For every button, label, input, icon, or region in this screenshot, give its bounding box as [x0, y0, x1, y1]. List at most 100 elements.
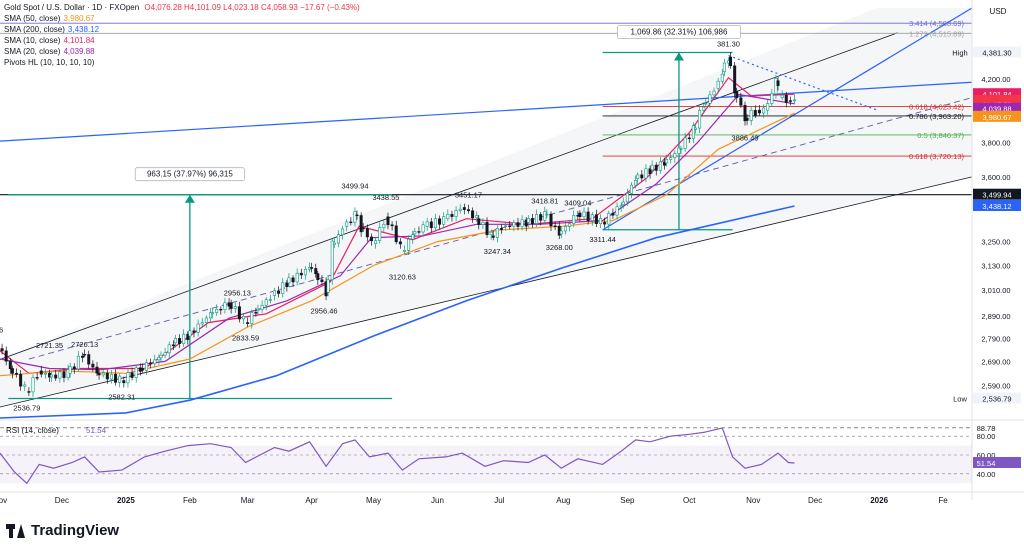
- time-tick-label: Dec: [55, 496, 69, 505]
- measure-arrowhead: [673, 52, 684, 61]
- candle-body: [669, 157, 673, 160]
- rsi-label: RSI (14, close): [6, 426, 59, 435]
- candle-body: [109, 373, 113, 380]
- time-tick-label: Apr: [305, 496, 318, 505]
- candle-body: [97, 372, 101, 376]
- candle-body: [757, 109, 761, 114]
- candle-body: [693, 127, 697, 130]
- candle-body: [341, 228, 345, 235]
- candle-body: [159, 354, 163, 359]
- channel-upper-line: [0, 32, 898, 360]
- candle-body: [374, 240, 378, 244]
- candle-body: [353, 211, 357, 223]
- candle-body: [766, 103, 770, 111]
- candle-body: [658, 161, 662, 171]
- time-tick-label: May: [366, 496, 381, 505]
- candle-body: [196, 323, 200, 333]
- candle-body: [729, 56, 733, 67]
- symbol-title[interactable]: Gold Spot / U.S. Dollar · 1D · FXOpen: [4, 3, 140, 12]
- candle-body: [438, 218, 442, 225]
- price-tick-label: 2,690.00: [981, 357, 1010, 366]
- pivot-label: 2956.46: [310, 307, 337, 316]
- ohlc-values: O4,076.28 H4,101.09 L4,023.18 C4,058.93 …: [144, 3, 360, 12]
- candle-body: [743, 105, 747, 122]
- indicator-row[interactable]: SMA (50, close) 3,980.67: [4, 13, 360, 24]
- candle-body: [272, 290, 276, 296]
- pivot-label: 3418.81: [531, 197, 558, 206]
- pivot-label: 3886.49: [731, 133, 758, 142]
- resistance-line: [0, 81, 973, 142]
- pivot-label: 2721.35: [36, 341, 63, 350]
- currency-label: USD: [990, 7, 1007, 16]
- candle-body: [345, 221, 349, 227]
- price-tick-label: 3,800.00: [981, 139, 1010, 148]
- candle-body: [704, 102, 708, 105]
- indicator-row[interactable]: Pivots HL (10, 10, 10, 10): [4, 57, 360, 68]
- candle-body: [192, 330, 196, 333]
- candle-body: [462, 207, 466, 210]
- candle-body: [687, 137, 691, 140]
- high-low-value: 4,381.30: [982, 48, 1011, 57]
- rsi-value-badge-label: 51.54: [977, 459, 996, 468]
- rsi-max-label: 88.78: [977, 424, 996, 433]
- measure-arrowhead: [184, 194, 195, 203]
- candle-body: [295, 272, 299, 283]
- candle-body: [776, 80, 780, 86]
- candle-body: [417, 231, 421, 233]
- candle-body: [157, 356, 161, 361]
- candle-body: [512, 222, 516, 227]
- pivot-label: 2726.13: [71, 340, 98, 349]
- indicator-row[interactable]: SMA (200, close) 3,438.12: [4, 24, 360, 35]
- price-axis-bg: [972, 0, 1024, 500]
- time-tick-label: Aug: [556, 496, 570, 505]
- candle-body: [246, 322, 250, 324]
- candle-body: [520, 219, 524, 227]
- candle-body: [679, 148, 683, 150]
- candle-body: [712, 90, 716, 96]
- candle-body: [413, 231, 417, 235]
- candle-body: [8, 360, 12, 370]
- price-badge-label: 4,039.88: [982, 105, 1011, 114]
- price-tick-label: 3,250.00: [981, 238, 1010, 247]
- candle-body: [442, 216, 446, 225]
- candle-body: [163, 352, 167, 356]
- candle-body: [615, 206, 619, 216]
- candle-body: [471, 210, 475, 219]
- rsi-tick-label: 80.00: [977, 432, 996, 441]
- candle-body: [749, 110, 753, 121]
- candle-body: [114, 373, 118, 383]
- candle-body: [382, 223, 386, 228]
- candle-body: [23, 384, 27, 387]
- candle-body: [58, 371, 62, 379]
- pivot-label: 3438.55: [372, 193, 399, 202]
- time-tick-label: Sep: [620, 496, 635, 505]
- indicator-value: 4,101.84: [63, 36, 95, 45]
- candle-body: [504, 225, 508, 227]
- tradingview-logo[interactable]: TradingView: [6, 522, 119, 539]
- rsi-band: [0, 445, 972, 484]
- candle-body: [326, 279, 330, 293]
- candle-body: [654, 164, 658, 171]
- measure-label-box: [617, 25, 741, 39]
- fib-level-label: 0.618 (3,720.13): [909, 152, 965, 161]
- candle-body: [636, 174, 640, 179]
- indicator-value: 4,039.88: [63, 47, 95, 56]
- candle-body: [43, 372, 47, 375]
- rsi-max-badge-bg: [973, 421, 1021, 433]
- downtrend-dotted-line: [728, 54, 878, 111]
- candle-body: [153, 359, 157, 365]
- time-tick-label: Nov: [746, 496, 760, 505]
- candle-body: [586, 211, 590, 221]
- indicator-row[interactable]: SMA (20, close) 4,039.88: [4, 46, 360, 57]
- candle-body: [691, 125, 695, 139]
- candle-body: [264, 299, 268, 306]
- candle-body: [625, 193, 629, 203]
- candle-body: [582, 211, 586, 218]
- measure-label: 963.15 (37.97%) 96,315: [147, 170, 233, 179]
- candle-body: [378, 227, 382, 241]
- candle-body: [303, 268, 307, 276]
- candle-body: [559, 230, 563, 235]
- candle-body: [568, 223, 572, 227]
- indicator-row[interactable]: SMA (10, close) 4,101.84: [4, 35, 360, 46]
